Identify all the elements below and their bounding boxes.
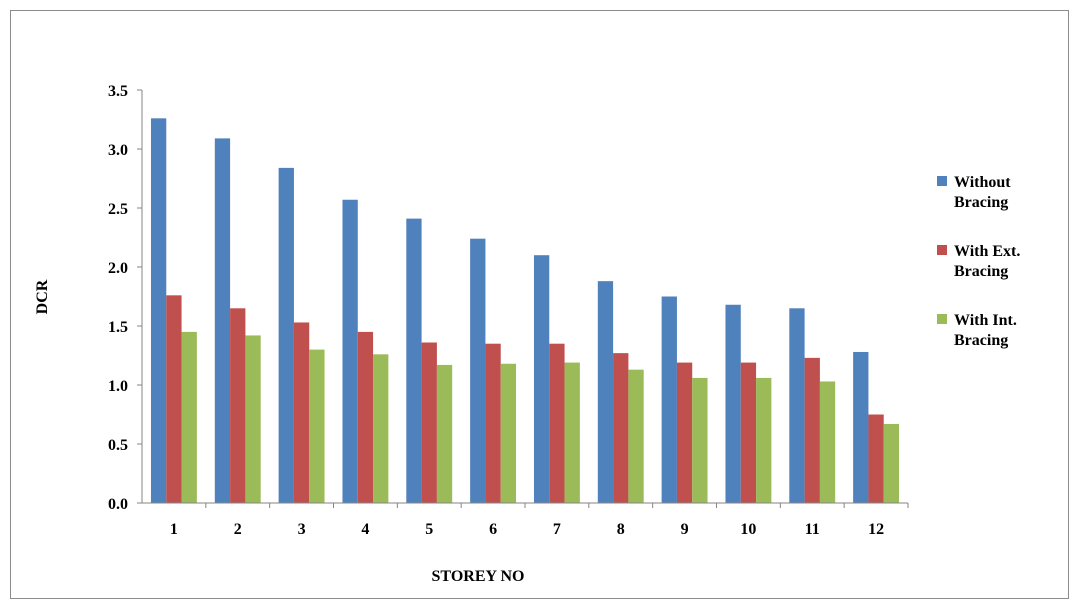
bar-1-storey-10 xyxy=(725,304,741,503)
x-tick-label-11: 11 xyxy=(805,521,820,538)
bar-1-storey-11 xyxy=(789,308,805,503)
x-tick-label-7: 7 xyxy=(553,521,561,538)
y-tick-label-3: 1.5 xyxy=(108,319,128,336)
bar-2-storey-4 xyxy=(357,331,374,503)
bar-3-storey-12 xyxy=(883,423,900,503)
bars-group xyxy=(150,118,900,504)
legend-label-3: With Int. Bracing xyxy=(954,312,1017,349)
x-tick-label-6: 6 xyxy=(489,521,497,538)
bar-3-storey-1 xyxy=(181,331,197,503)
bar-3-storey-2 xyxy=(245,335,261,503)
bar-1-storey-8 xyxy=(597,281,614,503)
bar-3-storey-6 xyxy=(500,363,517,503)
bar-1-storey-2 xyxy=(214,138,231,503)
x-tick-label-2: 2 xyxy=(234,521,242,538)
bar-1-storey-9 xyxy=(661,296,677,503)
y-tick-label-2: 1.0 xyxy=(108,378,128,395)
bar-2-storey-8 xyxy=(613,353,629,503)
y-tick-label-1: 0.5 xyxy=(108,437,128,454)
bar-3-storey-3 xyxy=(309,349,325,503)
bar-2-storey-2 xyxy=(230,308,246,503)
bar-3-storey-4 xyxy=(373,354,389,503)
bar-1-storey-5 xyxy=(406,218,422,503)
legend-label-2: With Ext. Bracing xyxy=(954,243,1020,280)
bar-2-storey-1 xyxy=(166,295,182,503)
bar-3-storey-7 xyxy=(564,362,580,503)
y-axis-ticks: 0.0 0.5 1.0 1.5 2.0 2.5 3.0 3.5 xyxy=(108,83,142,513)
bar-2-storey-9 xyxy=(676,362,693,503)
bar-2-storey-6 xyxy=(485,343,501,503)
y-tick-label-4: 2.0 xyxy=(108,260,128,277)
x-tick-label-4: 4 xyxy=(361,521,369,538)
bar-3-storey-9 xyxy=(692,377,708,503)
legend: Without Bracing With Ext. Bracing With Int. B… xyxy=(937,174,1020,349)
legend-swatch-3 xyxy=(937,314,947,324)
x-tick-label-3: 3 xyxy=(298,521,306,538)
bar-1-storey-7 xyxy=(533,255,550,503)
bar-1-storey-1 xyxy=(150,118,167,503)
bar-3-storey-11 xyxy=(819,381,836,503)
legend-swatch-2 xyxy=(937,245,947,255)
x-axis-ticks: 1 2 3 4 5 6 7 8 9 10 11 12 xyxy=(170,503,909,538)
y-tick-label-0: 0.0 xyxy=(108,496,128,513)
bar-2-storey-5 xyxy=(421,342,437,503)
bar-1-storey-3 xyxy=(278,167,294,503)
y-axis-title: DCR xyxy=(34,279,51,314)
bar-3-storey-5 xyxy=(436,364,453,503)
bar-1-storey-12 xyxy=(853,351,869,503)
bar-1-storey-6 xyxy=(470,238,486,503)
legend-swatch-1 xyxy=(937,176,947,186)
x-tick-label-8: 8 xyxy=(617,521,625,538)
bar-3-storey-10 xyxy=(756,377,772,503)
x-axis-title: STOREY NO xyxy=(432,568,525,585)
x-tick-label-12: 12 xyxy=(868,521,884,538)
x-tick-label-9: 9 xyxy=(681,521,689,538)
bar-1-storey-4 xyxy=(342,199,358,504)
bar-2-storey-12 xyxy=(868,414,884,503)
x-tick-label-10: 10 xyxy=(740,521,756,538)
x-tick-label-1: 1 xyxy=(170,521,178,538)
y-tick-label-5: 2.5 xyxy=(108,201,128,218)
x-tick-label-5: 5 xyxy=(425,521,433,538)
bar-2-storey-7 xyxy=(549,343,565,503)
y-tick-label-7: 3.5 xyxy=(108,83,128,100)
legend-label-1: Without Bracing xyxy=(954,174,1011,211)
bar-2-storey-11 xyxy=(804,357,820,503)
bar-2-storey-10 xyxy=(740,362,757,503)
y-tick-label-6: 3.0 xyxy=(108,142,128,159)
bar-2-storey-3 xyxy=(293,322,310,503)
bar-3-storey-8 xyxy=(628,369,644,503)
